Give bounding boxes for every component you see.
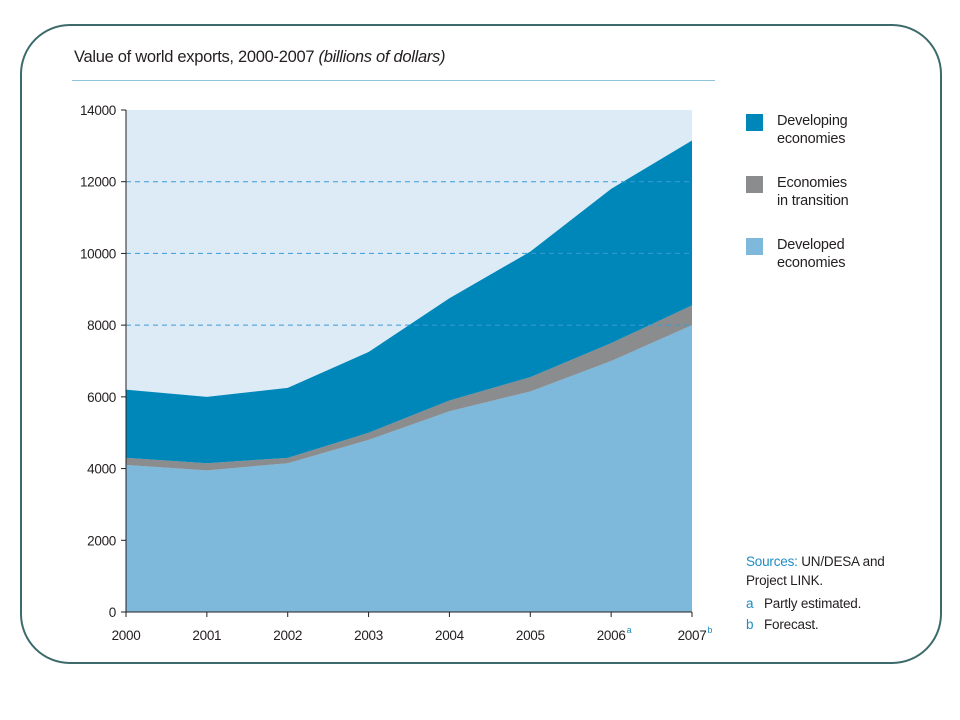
slide-frame — [20, 24, 942, 664]
gridlines — [126, 181, 692, 326]
x-tick-label: 2005 — [516, 628, 545, 643]
y-tick-label: 6000 — [87, 390, 116, 405]
x-tick-label: 2002 — [273, 628, 302, 643]
y-tick-label: 12000 — [80, 175, 116, 190]
legend-label-developing: Developing economies — [777, 113, 848, 147]
y-tick-label: 14000 — [80, 103, 116, 118]
source-notes: Sources: UN/DESA and Project LINK. a Par… — [746, 552, 946, 636]
legend-swatch-developed — [746, 238, 763, 255]
legend-label-developed: Developed economies — [777, 237, 846, 271]
axes: 0 2000 4000 6000 8000 10000 12000 14000 2000 2001… — [80, 103, 712, 643]
sources-label: Sources: — [746, 554, 798, 569]
x-tick-label: 2006 — [597, 628, 626, 643]
x-tick-label: 2001 — [192, 628, 221, 643]
legend-label-transition: Economies in transition — [777, 175, 849, 209]
x-tick-label: 2000 — [112, 628, 141, 643]
y-tick-label: 4000 — [87, 462, 116, 477]
chart-title-unit: (billions of dollars) — [318, 48, 446, 66]
area-developed — [126, 325, 692, 612]
footnote-mark: b — [746, 617, 754, 632]
sources-line-1: Sources: UN/DESA and — [746, 554, 885, 569]
footnote-b: b Forecast. — [746, 615, 946, 636]
chart-title-main: Value of world exports, 2000-2007 — [74, 48, 315, 66]
footnote-a: a Partly estimated. — [746, 594, 946, 615]
y-tick-label: 0 — [109, 605, 116, 620]
x-tick-superscript: a — [627, 625, 632, 635]
area-developing — [126, 140, 692, 464]
stacked-areas — [126, 140, 692, 612]
x-tick-label: 2007 — [678, 628, 707, 643]
sources-line-2: Project LINK. — [746, 573, 823, 588]
chart-title: Value of world exports, 2000-2007 (billi… — [74, 48, 445, 67]
y-tick-label: 2000 — [87, 533, 116, 548]
x-tick-label: 2003 — [354, 628, 383, 643]
footnote-text: Partly estimated. — [764, 596, 862, 611]
title-divider — [72, 80, 715, 81]
y-tick-label: 8000 — [87, 318, 116, 333]
footnote-text: Forecast. — [764, 617, 819, 632]
footnote-mark: a — [746, 596, 754, 611]
x-tick-superscript: b — [707, 625, 712, 635]
x-tick-label: 2004 — [435, 628, 465, 643]
legend-swatch-developing — [746, 114, 763, 131]
y-tick-label: 10000 — [80, 246, 116, 261]
legend-swatch-transition — [746, 176, 763, 193]
